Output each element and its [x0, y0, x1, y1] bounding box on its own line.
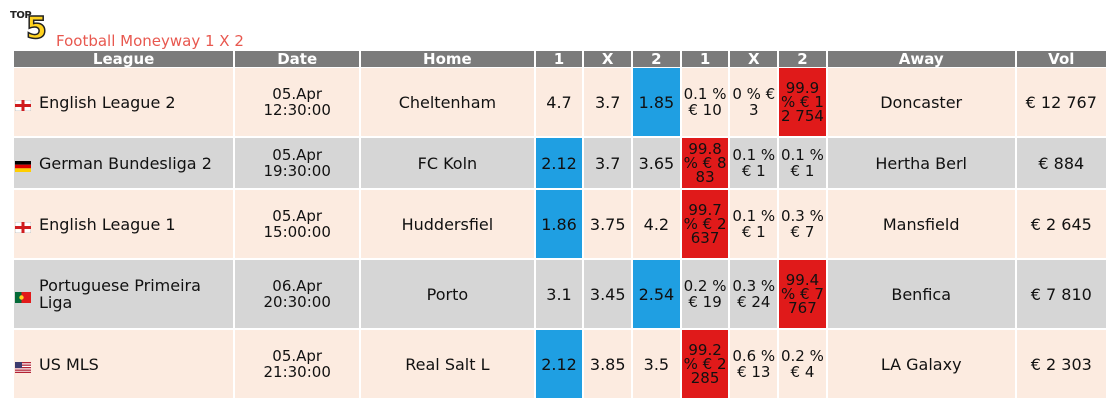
table-header-row: League Date Home 1 X 2 1 X 2 Away Vol — [14, 51, 1106, 68]
league-name: English League 1 — [39, 214, 176, 234]
money-1-cell: 0.1 % € 10 — [681, 68, 729, 138]
odd-1-cell: 4.7 — [535, 68, 583, 138]
match-time: 20:30:00 — [263, 293, 331, 311]
money-x-cell: 0.6 % € 13 — [730, 330, 778, 400]
match-time: 15:00:00 — [263, 223, 331, 241]
odd-x-cell: 3.45 — [584, 260, 632, 330]
away-team[interactable]: LA Galaxy — [827, 330, 1015, 400]
match-date: 05.Apr — [272, 347, 323, 365]
logo-top-text: TOP — [10, 10, 32, 21]
home-team[interactable]: FC Koln — [361, 138, 534, 190]
col-header-odd-x[interactable]: X — [584, 51, 632, 68]
usa-flag-icon — [15, 359, 31, 373]
away-team[interactable]: Benfica — [827, 260, 1015, 330]
date-cell: 05.Apr 21:30:00 — [235, 330, 360, 400]
league-name: Portuguese Primeira Liga — [39, 276, 201, 312]
col-header-away[interactable]: Away — [827, 51, 1015, 68]
col-header-odd-2[interactable]: 2 — [633, 51, 680, 68]
home-team[interactable]: Real Salt L — [361, 330, 534, 400]
date-cell: 05.Apr 19:30:00 — [235, 138, 360, 190]
money-2-cell: 0.1 % € 1 — [779, 138, 826, 190]
moneyway-table: League Date Home 1 X 2 1 X 2 Away Vol En… — [12, 51, 1108, 400]
match-time: 12:30:00 — [263, 101, 331, 119]
col-header-money-2[interactable]: 2 — [779, 51, 826, 68]
col-header-vol[interactable]: Vol — [1016, 51, 1106, 68]
top5-logo[interactable]: TOP 5 — [10, 10, 54, 52]
volume-cell: € 884 — [1016, 138, 1106, 190]
odd-x-cell: 3.7 — [584, 68, 632, 138]
date-cell: 06.Apr 20:30:00 — [235, 260, 360, 330]
odd-2-cell: 3.5 — [633, 330, 680, 400]
away-team[interactable]: Mansfield — [827, 190, 1015, 260]
odd-2-cell: 3.65 — [633, 138, 680, 190]
money-x-cell: 0.1 % € 1 — [730, 138, 778, 190]
match-time: 21:30:00 — [263, 363, 331, 381]
league-cell[interactable]: Portuguese Primeira Liga — [14, 260, 234, 330]
volume-cell: € 7 810 — [1016, 260, 1106, 330]
col-header-home[interactable]: Home — [361, 51, 534, 68]
page-header: TOP 5 Football Moneyway 1 X 2 — [8, 6, 408, 50]
league-cell[interactable]: German Bundesliga 2 — [14, 138, 234, 190]
home-team[interactable]: Porto — [361, 260, 534, 330]
odd-1-cell: 3.1 — [535, 260, 583, 330]
table-row[interactable]: English League 2 05.Apr 12:30:00 Cheltenham… — [14, 68, 1106, 138]
league-cell[interactable]: US MLS — [14, 330, 234, 400]
league-cell[interactable]: English League 2 — [14, 68, 234, 138]
money-x-cell: 0.1 % € 1 — [730, 190, 778, 260]
league-name: English League 2 — [39, 92, 176, 112]
money-2-cell: 99.9 % € 12 754 — [779, 68, 826, 138]
logo-number: 5 — [25, 11, 47, 46]
date-cell: 05.Apr 12:30:00 — [235, 68, 360, 138]
odd-2-cell: 1.85 — [633, 68, 680, 138]
volume-cell: € 2 645 — [1016, 190, 1106, 260]
volume-cell: € 12 767 — [1016, 68, 1106, 138]
money-1-cell: 99.8 % € 883 — [681, 138, 729, 190]
col-header-money-1[interactable]: 1 — [681, 51, 729, 68]
match-date: 05.Apr — [272, 207, 323, 225]
date-cell: 05.Apr 15:00:00 — [235, 190, 360, 260]
money-x-cell: 0 % € 3 — [730, 68, 778, 138]
odd-2-cell: 4.2 — [633, 190, 680, 260]
col-header-money-x[interactable]: X — [730, 51, 778, 68]
odd-1-cell: 1.86 — [535, 190, 583, 260]
odd-1-cell: 2.12 — [535, 330, 583, 400]
match-date: 05.Apr — [272, 85, 323, 103]
money-1-cell: 99.2 % € 2 285 — [681, 330, 729, 400]
volume-cell: € 2 303 — [1016, 330, 1106, 400]
odd-2-cell: 2.54 — [633, 260, 680, 330]
odd-x-cell: 3.75 — [584, 190, 632, 260]
home-team[interactable]: Cheltenham — [361, 68, 534, 138]
germany-flag-icon — [15, 158, 31, 172]
league-cell[interactable]: English League 1 — [14, 190, 234, 260]
table-row[interactable]: Portuguese Primeira Liga 06.Apr 20:30:00 Po… — [14, 260, 1106, 330]
match-date: 05.Apr — [272, 146, 323, 164]
away-team[interactable]: Hertha Berl — [827, 138, 1015, 190]
match-time: 19:30:00 — [263, 162, 331, 180]
money-x-cell: 0.3 % € 24 — [730, 260, 778, 330]
table-row[interactable]: US MLS 05.Apr 21:30:00 Real Salt L 2.12 3.85 3… — [14, 330, 1106, 400]
money-2-cell: 99.4 % € 7 767 — [779, 260, 826, 330]
page-title: Football Moneyway 1 X 2 — [56, 32, 244, 50]
portugal-flag-icon — [15, 289, 31, 303]
league-name: US MLS — [39, 354, 99, 374]
money-2-cell: 0.3 % € 7 — [779, 190, 826, 260]
odd-1-cell: 2.12 — [535, 138, 583, 190]
col-header-odd-1[interactable]: 1 — [535, 51, 583, 68]
col-header-date[interactable]: Date — [235, 51, 360, 68]
match-date: 06.Apr — [272, 277, 323, 295]
table-row[interactable]: English League 1 05.Apr 15:00:00 Huddersfie… — [14, 190, 1106, 260]
england-flag-icon — [14, 97, 32, 111]
money-1-cell: 99.7 % € 2 637 — [681, 190, 729, 260]
league-name: German Bundesliga 2 — [39, 153, 212, 173]
home-team[interactable]: Huddersfiel — [361, 190, 534, 260]
away-team[interactable]: Doncaster — [827, 68, 1015, 138]
money-2-cell: 0.2 % € 4 — [779, 330, 826, 400]
table-row[interactable]: German Bundesliga 2 05.Apr 19:30:00 FC Koln… — [14, 138, 1106, 190]
odd-x-cell: 3.7 — [584, 138, 632, 190]
money-1-cell: 0.2 % € 19 — [681, 260, 729, 330]
odd-x-cell: 3.85 — [584, 330, 632, 400]
england-flag-icon — [14, 219, 32, 233]
col-header-league[interactable]: League — [14, 51, 234, 68]
